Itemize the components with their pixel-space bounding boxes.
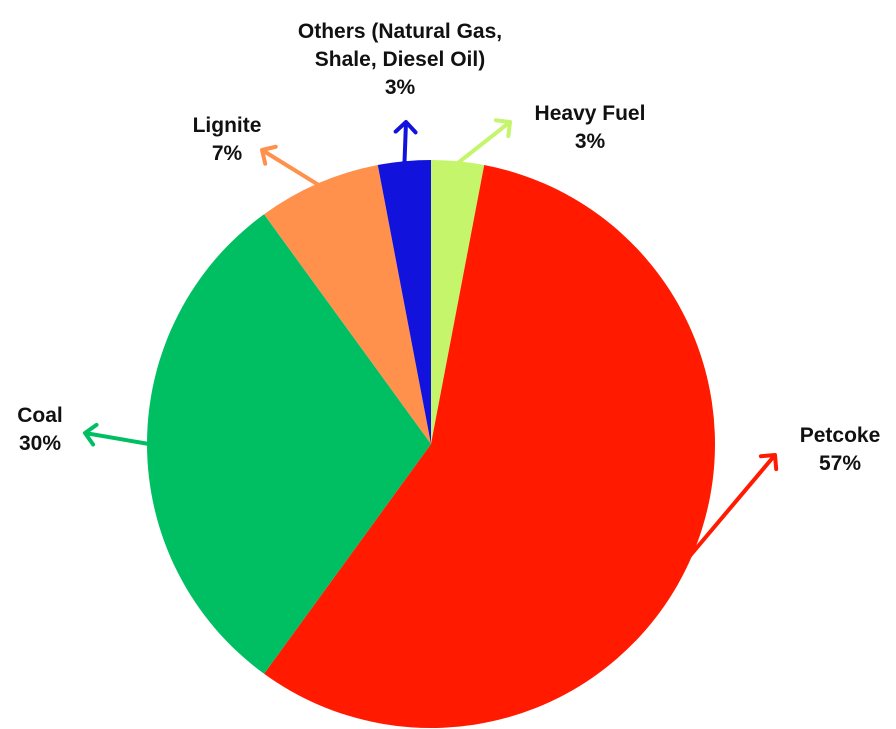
pie-slice bbox=[264, 165, 431, 444]
category-name: Others (Natural Gas, Shale, Diesel Oil) bbox=[297, 20, 503, 71]
value-label: 3% bbox=[384, 76, 416, 99]
category-name: Coal bbox=[17, 404, 63, 427]
value-label: 30% bbox=[18, 432, 62, 455]
leader-arrow bbox=[688, 453, 779, 558]
value-label: 3% bbox=[574, 130, 606, 153]
leader-arrow bbox=[456, 118, 512, 165]
value-label: 57% bbox=[818, 452, 862, 475]
slice-label: Lignite 7% bbox=[193, 112, 262, 168]
slice-label: Coal 30% bbox=[17, 402, 63, 458]
category-name: Petcoke bbox=[799, 424, 881, 447]
leader-arrow bbox=[393, 120, 418, 164]
pie-slice bbox=[377, 160, 431, 444]
slice-label: Petcoke 57% bbox=[800, 422, 881, 478]
slice-label: Heavy Fuel 3% bbox=[535, 100, 646, 156]
pie-slice bbox=[264, 165, 715, 729]
value-label: 7% bbox=[211, 142, 243, 165]
pie-slice bbox=[147, 214, 431, 674]
category-name: Heavy Fuel bbox=[534, 102, 646, 125]
category-name: Lignite bbox=[192, 114, 262, 137]
leader-arrow bbox=[260, 144, 321, 187]
slice-label: Others (Natural Gas, Shale, Diesel Oil) 3… bbox=[265, 18, 535, 102]
pie-slice bbox=[431, 160, 485, 444]
leader-arrow bbox=[83, 422, 150, 447]
